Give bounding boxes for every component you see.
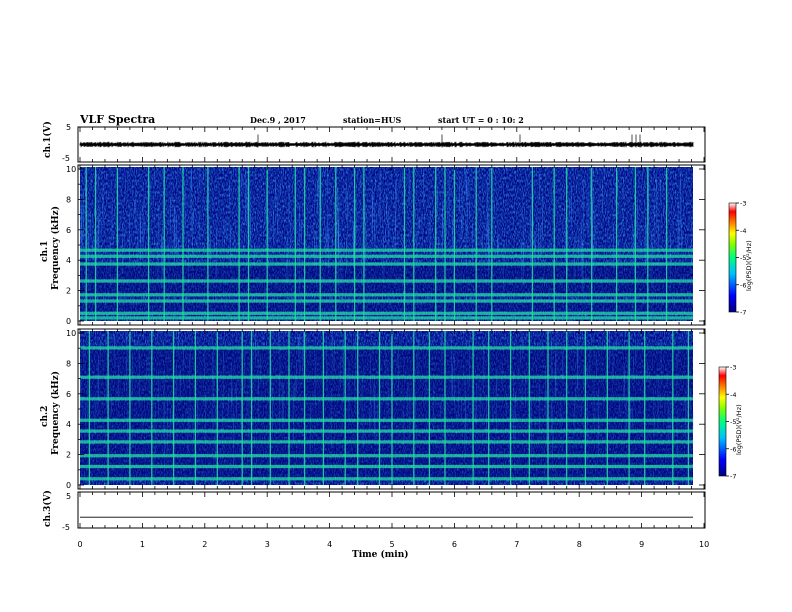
time-tick-label: 6 bbox=[452, 540, 457, 549]
ch1-spec-ytick-label: 0 bbox=[66, 317, 71, 326]
ch1-colorbar-label: log(PSD)(V²/Hz) bbox=[745, 240, 753, 291]
panel-ch2-spectrogram: 0 2 4 6 8 10 ch.2 Frequency (kHz) -3 -4 -5 -6 -7 … bbox=[40, 328, 743, 490]
ch1-spec-band bbox=[80, 254, 693, 258]
ch1-spectrogram-noise bbox=[80, 167, 693, 321]
ch1-spec-ytick-label: 6 bbox=[66, 226, 71, 235]
ch2-spectrogram-marks bbox=[79, 331, 694, 485]
ch2-colorbar-label: log(PSD)(V²/Hz) bbox=[735, 404, 743, 455]
ch2-spec-gap bbox=[80, 422, 693, 430]
date-label: Dec.9 , 2017 bbox=[250, 115, 306, 125]
ch1-spec-ylabel: Frequency (kHz) bbox=[50, 206, 61, 290]
ch2-spec-ytick-label: 4 bbox=[66, 420, 71, 429]
ch1-colorbar-tick-label: -6 bbox=[740, 281, 746, 289]
panel-ch3-waveform: 5 -5 ch.3(V) bbox=[42, 490, 706, 532]
station-label: station=HUS bbox=[343, 115, 402, 125]
ch1-ytick-5: 5 bbox=[66, 123, 71, 132]
time-tick-label: 8 bbox=[577, 540, 582, 549]
ch1-ytick-neg5: -5 bbox=[62, 154, 70, 163]
time-tick-label: 3 bbox=[265, 540, 270, 549]
ch1-spec-ytick-label: 4 bbox=[66, 256, 71, 265]
ch1-spec-band bbox=[80, 293, 693, 297]
ch2-spec-gap bbox=[80, 443, 693, 454]
time-tick-label: 1 bbox=[140, 540, 145, 549]
ch2-spec-ytick-label: 8 bbox=[66, 359, 71, 368]
ch1-waveform-trace bbox=[79, 134, 694, 148]
ch3-waveform-frame bbox=[77, 491, 706, 529]
ch2-spec-ytick-label: 2 bbox=[66, 451, 71, 460]
ch1-spec-band bbox=[80, 262, 693, 266]
time-tick-label: 5 bbox=[390, 540, 395, 549]
start-time-label: start UT = 0 : 10: 2 bbox=[438, 115, 524, 125]
ch2-colorbar-tick-label: -5 bbox=[730, 418, 736, 426]
ch1-spec-ytick-label: 10 bbox=[66, 165, 76, 174]
ch1-spec-ytick-label: 2 bbox=[66, 287, 71, 296]
ch2-spec-ytick-label: 6 bbox=[66, 390, 71, 399]
ch2-spec-gap bbox=[80, 379, 693, 397]
panel-ch1-waveform: 5 -5 ch.1(V) bbox=[42, 121, 706, 163]
ch2-spec-band bbox=[80, 346, 693, 350]
time-axis-tick-labels: 0 1 2 3 4 5 6 7 8 9 10 bbox=[78, 540, 710, 549]
ch1-colorbar-tick-label: -4 bbox=[740, 227, 746, 235]
ch1-colorbar-tick-label: -3 bbox=[740, 200, 746, 208]
time-tick-label: 7 bbox=[514, 540, 519, 549]
ch2-spec-band bbox=[80, 375, 693, 379]
ch1-waveform-line bbox=[79, 141, 694, 148]
ch1-colorbar-scale bbox=[728, 202, 737, 313]
ch2-colorbar-tick-label: -7 bbox=[730, 473, 736, 481]
ch1-spec-ylabel-channel: ch.1 bbox=[40, 241, 50, 262]
ch1-spectrogram-marks bbox=[79, 167, 693, 321]
ch1-spec-gap bbox=[80, 266, 693, 279]
ch1-colorbar-tick-label: -5 bbox=[740, 254, 746, 262]
ch3-ytick-neg5: -5 bbox=[62, 523, 70, 532]
ch2-spec-ytick-label: 10 bbox=[66, 329, 76, 338]
ch1-spectrogram-yticks: 0 2 4 6 8 10 bbox=[66, 165, 705, 326]
ch2-colorbar-tick-label: -4 bbox=[730, 391, 736, 399]
time-tick-label: 0 bbox=[78, 540, 83, 549]
ch2-colorbar-scale bbox=[718, 366, 727, 477]
figure-title: VLF Spectra bbox=[79, 113, 155, 126]
ch3-ytick-5: 5 bbox=[66, 492, 71, 501]
ch1-spec-band bbox=[80, 299, 693, 303]
ch1-spec-band bbox=[80, 311, 693, 315]
ch1-spec-band bbox=[80, 279, 693, 283]
ch2-spectrogram-noise bbox=[80, 331, 693, 485]
ch1-spec-band bbox=[80, 316, 693, 320]
ch2-spec-band bbox=[80, 477, 693, 481]
ch1-spec-gap bbox=[80, 303, 693, 312]
ch2-colorbar-tick-label: -6 bbox=[730, 445, 736, 453]
ch2-colorbar-ticks: -3 -4 -5 -6 -7 bbox=[726, 364, 736, 481]
time-tick-label: 9 bbox=[639, 540, 644, 549]
ch1-colorbar-tick-label: -7 bbox=[740, 309, 746, 317]
ch1-spec-gap bbox=[80, 283, 693, 293]
ch1-colorbar: -3 -4 -5 -6 -7 log(PSD)(V²/Hz) bbox=[728, 200, 753, 317]
ch2-spec-ylabel: Frequency (kHz) bbox=[50, 371, 61, 455]
ch2-spec-band bbox=[80, 429, 693, 433]
ch2-spec-band bbox=[80, 418, 693, 422]
ch1-spec-band bbox=[80, 248, 693, 252]
ch2-colorbar-tick-label: -3 bbox=[730, 364, 736, 372]
ch2-spec-gap bbox=[80, 400, 693, 419]
time-axis-ticks bbox=[79, 127, 705, 528]
panel-ch1-spectrogram: 0 2 4 6 8 10 ch.1 Frequency (kHz) -3 -4 -5 -6 -7 … bbox=[40, 164, 753, 326]
ch2-spec-ylabel-channel: ch.2 bbox=[40, 406, 50, 427]
time-tick-label: 10 bbox=[699, 540, 709, 549]
ch2-spec-gap bbox=[80, 457, 693, 465]
ch2-colorbar: -3 -4 -5 -6 -7 log(PSD)(V²/Hz) bbox=[718, 364, 743, 481]
ch1-ylabel: ch.1(V) bbox=[42, 121, 53, 158]
ch2-spec-band bbox=[80, 454, 693, 458]
time-tick-label: 2 bbox=[202, 540, 207, 549]
ch2-spec-band bbox=[80, 440, 693, 444]
time-axis-label: Time (min) bbox=[352, 549, 409, 560]
time-tick-label: 4 bbox=[327, 540, 332, 549]
ch1-colorbar-ticks: -3 -4 -5 -6 -7 bbox=[736, 200, 746, 317]
ch2-spec-gap bbox=[80, 349, 693, 376]
ch2-spec-band bbox=[80, 464, 693, 469]
ch2-spec-gap bbox=[80, 433, 693, 440]
ch3-ylabel: ch.3(V) bbox=[42, 490, 53, 527]
ch2-spec-band bbox=[80, 397, 693, 401]
ch2-spec-gap bbox=[80, 468, 693, 477]
ch1-spec-ytick-label: 8 bbox=[66, 195, 71, 204]
ch2-spec-ytick-label: 0 bbox=[66, 481, 71, 490]
